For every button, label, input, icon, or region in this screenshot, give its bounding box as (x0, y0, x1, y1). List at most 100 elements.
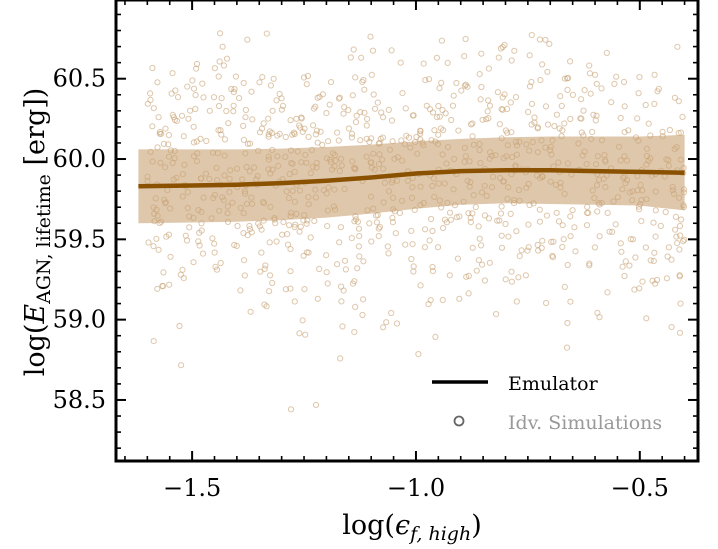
simulation-point (398, 137, 405, 144)
simulation-point (385, 106, 392, 114)
simulation-point (240, 122, 247, 130)
simulation-point (485, 215, 493, 222)
simulation-point (405, 134, 413, 141)
simulation-point (341, 104, 348, 111)
simulation-point (339, 323, 346, 330)
simulation-point (433, 54, 440, 61)
simulation-point (604, 289, 611, 296)
simulation-point (231, 86, 238, 93)
simulation-point (150, 338, 157, 345)
simulation-point (361, 109, 368, 116)
simulation-point (385, 250, 392, 257)
y-label-sub: AGN, lifetime (33, 174, 55, 305)
simulation-point (484, 108, 491, 115)
simulation-point (273, 97, 280, 104)
simulation-point (180, 133, 187, 140)
simulation-point (266, 239, 273, 246)
simulation-point (389, 219, 396, 226)
simulation-point (192, 105, 199, 113)
simulation-point (327, 79, 335, 86)
simulation-point (522, 272, 530, 279)
simulation-point (220, 62, 228, 69)
simulation-point (625, 127, 632, 134)
simulation-point (399, 90, 406, 97)
simulation-point (300, 252, 307, 259)
simulation-point (508, 129, 515, 136)
simulation-point (268, 129, 275, 137)
simulation-point (393, 320, 401, 327)
simulation-point (159, 283, 166, 290)
simulation-point (172, 87, 179, 94)
simulation-point (544, 68, 551, 75)
simulation-point (364, 115, 371, 123)
simulation-point (230, 102, 237, 109)
simulation-point (543, 299, 550, 307)
simulation-point (380, 324, 387, 331)
simulation-point (657, 222, 664, 229)
simulation-point (203, 137, 210, 145)
simulation-point (668, 324, 675, 331)
simulation-point (593, 80, 600, 87)
simulation-point (591, 244, 599, 251)
simulation-point (621, 129, 628, 136)
simulation-point (585, 209, 592, 216)
simulation-point (465, 290, 472, 297)
x-label-post: ) (471, 510, 482, 541)
simulation-point (367, 33, 374, 40)
simulation-point (462, 35, 469, 43)
simulation-point (494, 89, 501, 96)
simulation-point (464, 83, 471, 90)
simulation-point (377, 135, 384, 142)
simulation-point (437, 125, 445, 132)
simulation-point (170, 114, 177, 121)
simulation-point (240, 136, 247, 143)
simulation-point (366, 138, 373, 145)
simulation-point (244, 232, 251, 239)
simulation-point (542, 103, 550, 110)
simulation-point (606, 228, 613, 235)
simulation-point (240, 79, 247, 87)
simulation-point (674, 240, 681, 247)
simulation-point (300, 74, 308, 81)
simulation-point (195, 238, 202, 245)
simulation-point (632, 254, 639, 261)
simulation-point (193, 60, 201, 68)
simulation-point (317, 128, 324, 135)
simulation-point (166, 281, 173, 288)
simulation-point (269, 107, 276, 114)
simulation-point (671, 94, 679, 101)
simulation-point (423, 102, 430, 109)
simulation-point (586, 262, 593, 269)
simulation-point (370, 91, 377, 98)
simulation-point (383, 319, 390, 326)
simulation-point (348, 134, 355, 141)
simulation-point (446, 272, 453, 279)
simulation-point (154, 144, 161, 151)
simulation-point (508, 57, 515, 64)
simulation-point (448, 116, 455, 124)
simulation-point (456, 213, 463, 220)
simulation-point (495, 54, 502, 61)
simulation-point (302, 331, 309, 338)
y-label-pre: log( (20, 324, 51, 377)
emulator-uncertainty-band (138, 134, 685, 224)
simulation-point (526, 52, 533, 59)
simulation-point (435, 102, 442, 110)
simulation-point (556, 125, 563, 132)
simulation-point (174, 94, 182, 101)
simulation-point (287, 246, 294, 253)
simulation-point (368, 238, 375, 245)
simulation-point (425, 301, 432, 308)
emulator-band (138, 134, 685, 224)
simulation-point (592, 71, 599, 78)
simulation-point (679, 113, 686, 121)
simulation-point (561, 75, 569, 82)
simulation-point (187, 107, 194, 114)
simulation-point (368, 135, 375, 142)
simulation-point (453, 79, 460, 87)
simulation-point (196, 229, 203, 236)
simulation-point (360, 258, 367, 265)
simulation-point (256, 223, 263, 230)
simulation-point (246, 222, 253, 230)
simulation-point (432, 333, 439, 340)
